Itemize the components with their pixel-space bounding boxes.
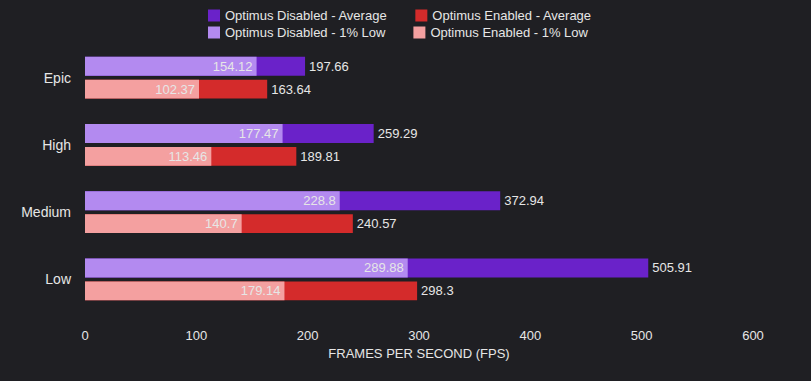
svg-text:Low: Low (45, 271, 72, 287)
svg-text:154.12: 154.12 (213, 59, 253, 74)
svg-text:Optimus Enabled - 1% Low: Optimus Enabled - 1% Low (430, 25, 588, 40)
svg-text:600: 600 (742, 328, 764, 343)
svg-text:Optimus Enabled - Average: Optimus Enabled - Average (432, 8, 591, 23)
svg-text:113.46: 113.46 (169, 149, 208, 164)
svg-text:179.14: 179.14 (241, 283, 281, 298)
svg-text:177.47: 177.47 (239, 126, 279, 141)
svg-text:300: 300 (408, 328, 430, 343)
svg-text:289.88: 289.88 (364, 260, 404, 275)
svg-text:140.7: 140.7 (205, 216, 238, 231)
svg-text:228.8: 228.8 (303, 193, 336, 208)
svg-text:500: 500 (631, 328, 653, 343)
svg-text:505.91: 505.91 (652, 260, 692, 275)
svg-text:Optimus Disabled - 1% Low: Optimus Disabled - 1% Low (225, 25, 386, 40)
svg-text:Medium: Medium (21, 204, 71, 220)
svg-text:298.3: 298.3 (421, 283, 454, 298)
svg-text:0: 0 (81, 328, 88, 343)
svg-text:400: 400 (519, 328, 541, 343)
svg-text:372.94: 372.94 (504, 193, 544, 208)
svg-text:197.66: 197.66 (309, 59, 349, 74)
svg-text:Epic: Epic (44, 70, 71, 86)
svg-text:FRAMES PER SECOND (FPS): FRAMES PER SECOND (FPS) (328, 346, 509, 361)
svg-text:100: 100 (185, 328, 207, 343)
svg-text:163.64: 163.64 (271, 82, 311, 97)
svg-text:High: High (42, 137, 71, 153)
svg-text:Optimus Disabled - Average: Optimus Disabled - Average (225, 8, 387, 23)
svg-text:189.81: 189.81 (300, 149, 340, 164)
svg-text:102.37: 102.37 (155, 82, 195, 97)
svg-text:259.29: 259.29 (378, 126, 418, 141)
svg-text:240.57: 240.57 (357, 216, 397, 231)
svg-text:200: 200 (297, 328, 319, 343)
